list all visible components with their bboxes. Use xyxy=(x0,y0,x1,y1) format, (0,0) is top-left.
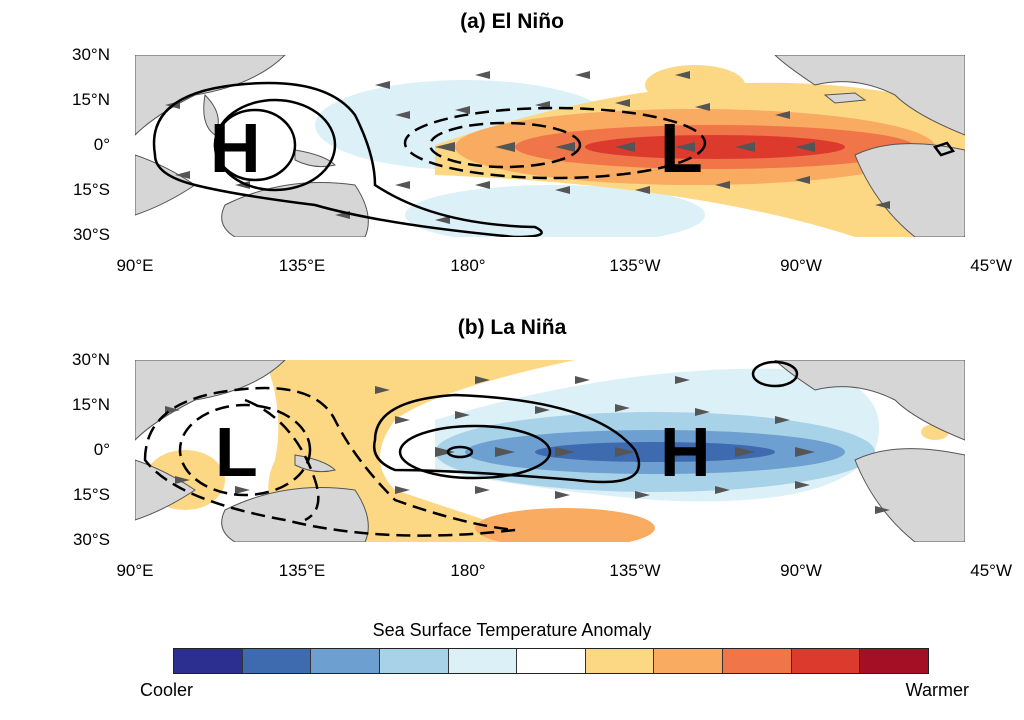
colorbar-swatch xyxy=(379,649,449,673)
colorbar-swatch xyxy=(242,649,312,673)
lon-label: 135°W xyxy=(609,561,661,580)
colorbar-swatch xyxy=(448,649,518,673)
sst-anomaly-shading xyxy=(193,65,965,237)
lat-label: 15°N xyxy=(72,395,110,414)
lat-label: 30°N xyxy=(72,45,110,64)
lon-label: 180° xyxy=(450,561,486,580)
lat-label: 30°S xyxy=(72,225,110,244)
lat-label: 0° xyxy=(93,135,110,154)
lat-label: 30°N xyxy=(72,350,110,369)
colorbar-title: Sea Surface Temperature Anomaly xyxy=(372,620,652,640)
colorbar-swatch xyxy=(517,649,586,673)
high-pressure-label: H xyxy=(660,413,711,491)
pressure-contours-dashed xyxy=(143,386,516,537)
colorbar-swatch xyxy=(791,649,861,673)
lat-label: 15°S xyxy=(72,180,110,199)
colorbar-right-label: Warmer xyxy=(905,680,969,700)
lon-label: 90°W xyxy=(780,256,822,275)
colorbar-swatch xyxy=(585,649,655,673)
la-nina-map-svg xyxy=(135,360,965,542)
pressure-contours-dashed xyxy=(403,106,707,180)
land-masses xyxy=(135,360,965,542)
lon-label: 180° xyxy=(450,256,486,275)
low-pressure-label: L xyxy=(215,413,258,491)
lon-label: 90°E xyxy=(116,561,154,580)
colorbar-swatch xyxy=(174,649,243,673)
lon-label: 135°E xyxy=(278,561,326,580)
lat-label: 15°S xyxy=(72,485,110,504)
pressure-contours xyxy=(152,81,543,237)
lat-label: 30°S xyxy=(72,530,110,549)
map-la-nina xyxy=(135,360,965,542)
colorbar-swatch xyxy=(311,649,380,673)
lon-label: 135°W xyxy=(609,256,661,275)
map-el-nino xyxy=(135,55,965,237)
low-pressure-label: L xyxy=(660,109,703,187)
lat-label: 0° xyxy=(93,440,110,459)
colorbar-swatch xyxy=(654,649,724,673)
panel-a-title: (a) El Niño xyxy=(460,10,564,33)
colorbar-swatch xyxy=(860,649,929,673)
high-pressure-label: H xyxy=(210,109,261,187)
lon-label: 135°E xyxy=(278,256,326,275)
wind-vectors xyxy=(165,376,890,514)
el-nino-map-svg xyxy=(135,55,965,237)
colorbar-swatch xyxy=(723,649,792,673)
lon-label: 45°W xyxy=(970,256,1012,275)
lat-label: 15°N xyxy=(72,90,110,109)
colorbar xyxy=(173,648,929,674)
lon-label: 90°W xyxy=(780,561,822,580)
lon-label: 45°W xyxy=(970,561,1012,580)
lon-label: 90°E xyxy=(116,256,154,275)
panel-b-title: (b) La Niña xyxy=(457,316,567,339)
wind-vectors xyxy=(165,71,890,224)
colorbar-left-label: Cooler xyxy=(140,680,194,700)
pressure-contours xyxy=(372,360,799,484)
